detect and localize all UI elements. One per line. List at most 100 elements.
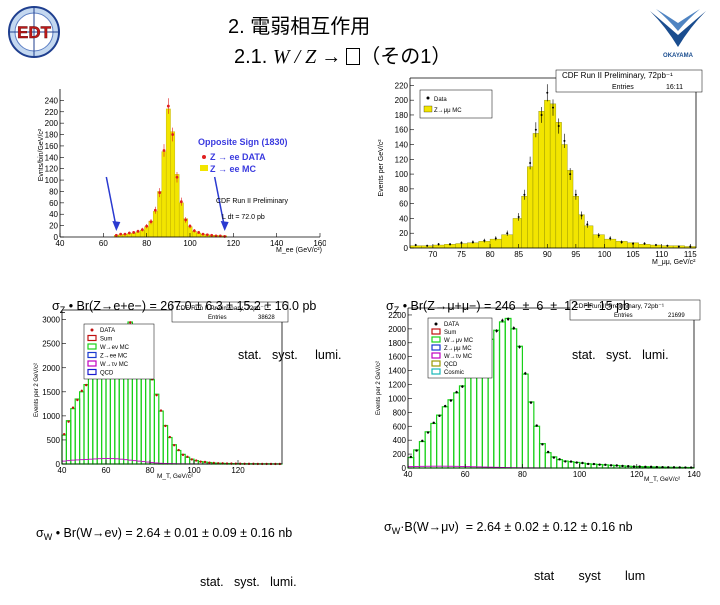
data-point (223, 235, 226, 238)
legend-mc-swatch (424, 106, 432, 112)
caption-line1: σZ • Br(Z→μ+μ−) = 246 ± 6 ± 12 ± 15 pb (386, 299, 669, 318)
data-point (180, 200, 183, 203)
y-tick-label: 160 (395, 126, 409, 135)
y-tick-label: 600 (393, 422, 407, 431)
data-point (158, 191, 161, 194)
data-point (570, 460, 572, 462)
data-point (76, 399, 78, 401)
caption-formula: • Br(W→eν) = 2.64 ± 0.01 ± 0.09 ± 0.16 n… (52, 526, 292, 540)
y-tick-label: 160 (45, 142, 59, 151)
data-point (195, 459, 197, 461)
x-tick-label: 80 (486, 250, 495, 259)
y-tick-label: 1200 (388, 381, 406, 390)
data-point (163, 149, 166, 152)
mc-bar (153, 211, 157, 237)
data-point (564, 460, 566, 462)
y-tick-label: 0 (404, 244, 409, 253)
caption-line2: stat. syst. lumi. (52, 348, 342, 363)
data-point (461, 385, 463, 387)
prelim-label: CDF Run II Preliminary (216, 198, 288, 205)
data-point (226, 462, 228, 464)
data-point (421, 440, 423, 442)
x-tick-label: 70 (428, 250, 437, 259)
data-point (169, 436, 171, 438)
entries-value: 16:11 (666, 84, 683, 91)
mc-bar (158, 191, 162, 237)
data-point (558, 125, 560, 127)
x-tick-label: 75 (457, 250, 466, 259)
edt-logo-text: EDT (17, 23, 52, 42)
caption-w-munu: σW·B(W→μν) = 2.64 ± 0.02 ± 0.12 ± 0.16 n… (384, 490, 645, 599)
x-tick-label: 60 (99, 239, 108, 248)
caption-line1: σW·B(W→μν) = 2.64 ± 0.02 ± 0.12 ± 0.16 n… (384, 520, 645, 539)
data-point (128, 232, 131, 235)
y-tick-label: 0 (402, 464, 407, 473)
slide-title: 2. 電弱相互作用 (228, 10, 370, 39)
x-axis-label: M_T, GeV/c² (644, 476, 681, 483)
sigma-symbol: σ (52, 299, 60, 313)
entries-value: 21699 (668, 313, 685, 319)
mc-bar (513, 218, 522, 248)
data-point (569, 173, 571, 175)
subtitle-suffix: （その1） (360, 46, 451, 68)
data-point (529, 162, 531, 164)
data-point (627, 465, 629, 467)
x-tick-label: 60 (102, 466, 111, 475)
y-tick-label: 240 (45, 96, 59, 105)
data-point (171, 133, 174, 136)
data-point (438, 243, 440, 245)
data-point (63, 433, 65, 435)
data-point (85, 384, 87, 386)
data-point (154, 209, 157, 212)
data-point (690, 466, 692, 468)
y-tick-label: 40 (49, 210, 58, 219)
data-point (523, 194, 525, 196)
y-tick-label: 200 (45, 119, 59, 128)
caption-formula: ·B(W→μν) = 2.64 ± 0.02 ± 0.12 ± 0.16 nb (400, 520, 632, 534)
mc-bar (522, 196, 528, 248)
x-tick-label: 100 (598, 250, 612, 259)
data-point (177, 449, 179, 451)
data-point (616, 464, 618, 466)
y-tick-label: 80 (49, 187, 58, 196)
caption-line2: stat. syst. lumi. (36, 575, 297, 590)
data-point (173, 444, 175, 446)
subtitle-math: W / Z → (273, 46, 346, 68)
x-tick-label: 80 (518, 470, 527, 479)
y-tick-label: 140 (45, 153, 59, 162)
data-point (208, 461, 210, 463)
data-point (472, 241, 474, 243)
data-point (455, 391, 457, 393)
y-tick-label: 1000 (42, 412, 60, 421)
mc-bar (166, 109, 170, 237)
subtitle-prefix: 2.1. (234, 46, 273, 68)
data-point (546, 92, 548, 94)
data-point (189, 225, 192, 228)
caption-z-ee: σZ • Br(Z→e+e−) = 267.0 ± 6.3 ± 15.2 ± 1… (52, 269, 342, 378)
data-point (184, 219, 187, 222)
data-point (541, 443, 543, 445)
data-point (610, 464, 612, 466)
mc-bar (162, 152, 166, 237)
y-tick-label: 100 (45, 176, 59, 185)
data-point (210, 234, 213, 237)
y-tick-label: 20 (399, 229, 408, 238)
data-point (119, 233, 122, 236)
data-point (450, 399, 452, 401)
x-axis-label: M_ee (GeV/c²) (276, 247, 322, 254)
mc-bar (539, 111, 545, 248)
data-point (160, 409, 162, 411)
y-tick-label: 60 (49, 199, 58, 208)
data-point (558, 458, 560, 460)
data-point (655, 244, 657, 246)
caption-w-enu: σW • Br(W→eν) = 2.64 ± 0.01 ± 0.09 ± 0.1… (36, 496, 297, 605)
data-point (415, 449, 417, 451)
y-tick-label: 400 (393, 436, 407, 445)
x-tick-label: 110 (655, 250, 668, 259)
sigma-subscript: W (392, 526, 401, 536)
x-tick-label: 90 (543, 250, 552, 259)
x-tick-label: 140 (687, 470, 701, 479)
data-point (115, 234, 118, 237)
data-point (72, 406, 74, 408)
data-point (593, 463, 595, 465)
